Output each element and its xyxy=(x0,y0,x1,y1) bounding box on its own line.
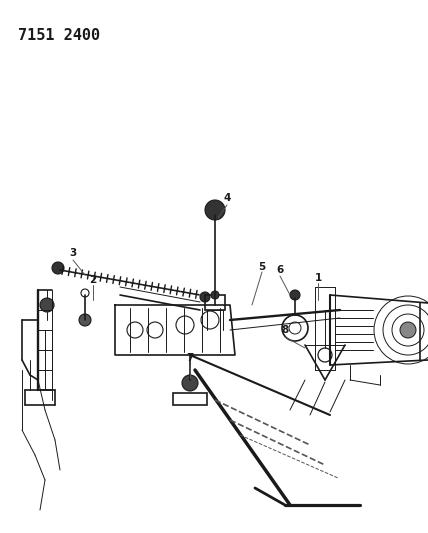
Circle shape xyxy=(182,375,198,391)
Circle shape xyxy=(40,298,54,312)
Circle shape xyxy=(79,314,91,326)
Circle shape xyxy=(200,292,210,302)
Circle shape xyxy=(205,200,225,220)
Text: 8: 8 xyxy=(281,325,288,335)
Text: 1: 1 xyxy=(315,273,321,283)
Circle shape xyxy=(400,322,416,338)
Text: 2: 2 xyxy=(89,275,97,285)
Text: 7151 2400: 7151 2400 xyxy=(18,28,100,43)
Circle shape xyxy=(290,290,300,300)
Text: 7: 7 xyxy=(186,353,194,363)
Text: 5: 5 xyxy=(259,262,266,272)
Circle shape xyxy=(52,262,64,274)
Bar xyxy=(205,295,225,310)
Bar xyxy=(173,393,207,405)
Circle shape xyxy=(211,291,219,299)
Text: 4: 4 xyxy=(223,193,231,203)
Text: 6: 6 xyxy=(276,265,284,275)
Text: 3: 3 xyxy=(69,248,77,258)
